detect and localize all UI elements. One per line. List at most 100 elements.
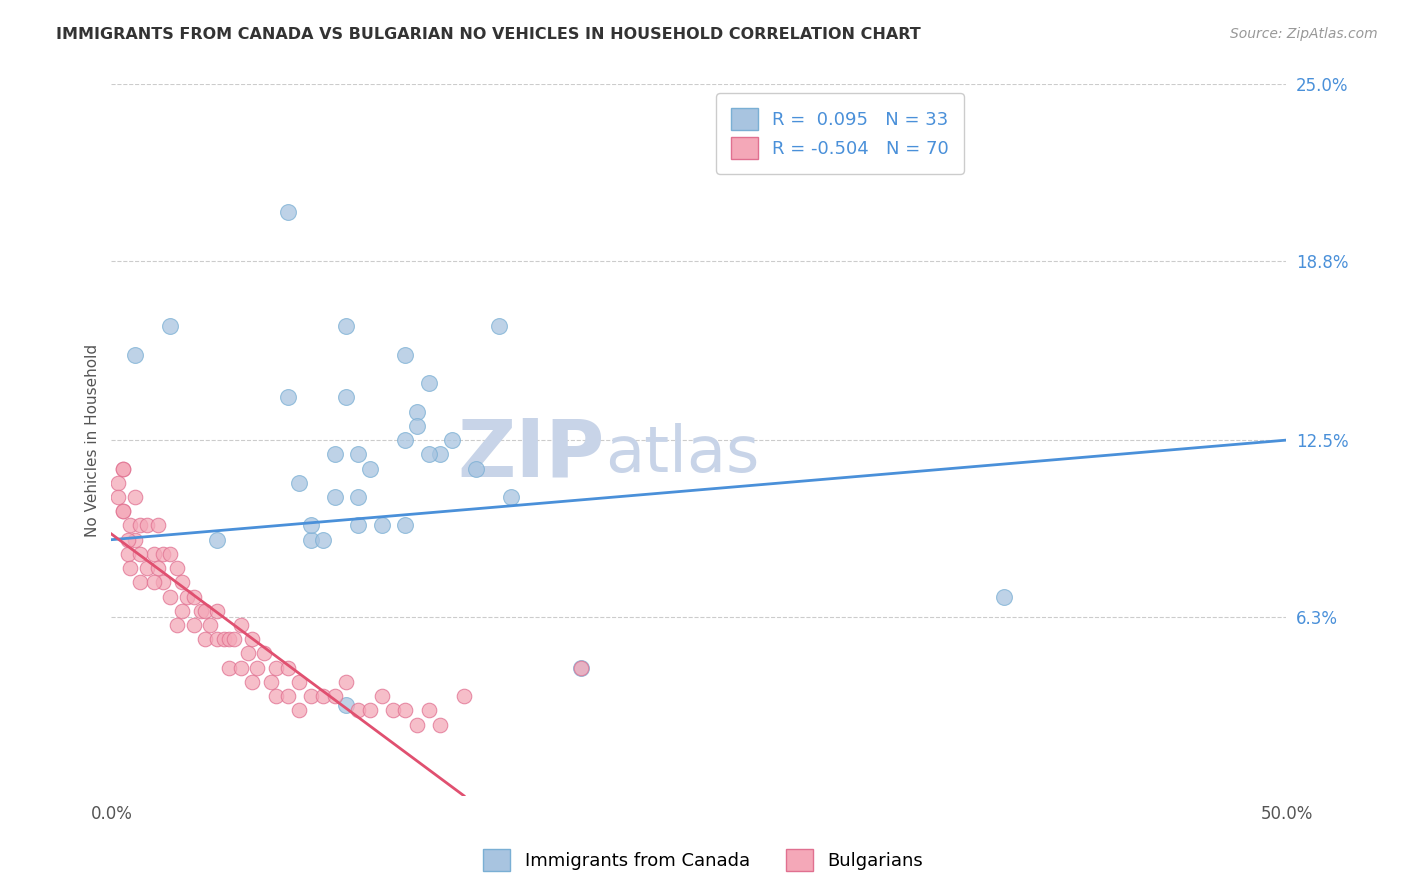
Point	[277, 391, 299, 405]
Text: IMMIGRANTS FROM CANADA VS BULGARIAN NO VEHICLES IN HOUSEHOLD CORRELATION CHART: IMMIGRANTS FROM CANADA VS BULGARIAN NO V…	[56, 27, 921, 42]
Point	[488, 319, 510, 334]
Point	[312, 533, 335, 547]
Point	[359, 461, 381, 475]
Point	[142, 575, 165, 590]
Point	[253, 647, 276, 661]
Point	[117, 547, 139, 561]
Point	[277, 689, 299, 703]
Text: ZIP: ZIP	[458, 416, 605, 493]
Point	[406, 418, 429, 433]
Point	[170, 604, 193, 618]
Point	[418, 703, 440, 717]
Point	[117, 533, 139, 547]
Point	[159, 319, 181, 334]
Point	[335, 319, 357, 334]
Point	[205, 604, 228, 618]
Point	[218, 632, 240, 647]
Point	[359, 703, 381, 717]
Point	[394, 433, 416, 447]
Point	[394, 518, 416, 533]
Point	[288, 475, 311, 490]
Point	[128, 547, 150, 561]
Point	[571, 661, 593, 675]
Point	[335, 675, 357, 690]
Point	[198, 618, 221, 632]
Point	[347, 518, 370, 533]
Point	[370, 518, 392, 533]
Point	[124, 490, 146, 504]
Point	[406, 717, 429, 731]
Point	[571, 661, 593, 675]
Point	[429, 447, 451, 461]
Point	[418, 447, 440, 461]
Point	[406, 404, 429, 418]
Point	[176, 590, 198, 604]
Point	[277, 205, 299, 219]
Point	[394, 348, 416, 362]
Point	[183, 618, 205, 632]
Legend: R =  0.095   N = 33, R = -0.504   N = 70: R = 0.095 N = 33, R = -0.504 N = 70	[717, 94, 963, 174]
Point	[148, 518, 170, 533]
Point	[218, 661, 240, 675]
Point	[159, 590, 181, 604]
Point	[107, 490, 129, 504]
Point	[382, 703, 405, 717]
Point	[112, 504, 135, 518]
Point	[205, 533, 228, 547]
Point	[124, 348, 146, 362]
Point	[277, 661, 299, 675]
Point	[242, 632, 264, 647]
Point	[229, 661, 252, 675]
Point	[260, 675, 283, 690]
Point	[347, 447, 370, 461]
Point	[190, 604, 212, 618]
Point	[112, 461, 135, 475]
Point	[464, 461, 486, 475]
Point	[120, 561, 142, 575]
Point	[323, 490, 346, 504]
Point	[229, 618, 252, 632]
Point	[194, 632, 217, 647]
Point	[288, 703, 311, 717]
Point	[242, 675, 264, 690]
Point	[152, 575, 174, 590]
Point	[264, 661, 287, 675]
Point	[236, 647, 259, 661]
Point	[335, 391, 357, 405]
Text: Source: ZipAtlas.com: Source: ZipAtlas.com	[1230, 27, 1378, 41]
Point	[335, 698, 357, 712]
Y-axis label: No Vehicles in Household: No Vehicles in Household	[86, 343, 100, 537]
Point	[993, 590, 1015, 604]
Point	[166, 561, 188, 575]
Point	[142, 547, 165, 561]
Point	[323, 689, 346, 703]
Point	[148, 561, 170, 575]
Point	[166, 618, 188, 632]
Point	[418, 376, 440, 391]
Point	[152, 547, 174, 561]
Point	[212, 632, 235, 647]
Point	[499, 490, 522, 504]
Point	[246, 661, 269, 675]
Point	[299, 518, 322, 533]
Point	[441, 433, 464, 447]
Point	[112, 461, 135, 475]
Point	[135, 561, 157, 575]
Point	[205, 632, 228, 647]
Point	[135, 518, 157, 533]
Point	[159, 547, 181, 561]
Point	[124, 533, 146, 547]
Point	[183, 590, 205, 604]
Point	[194, 604, 217, 618]
Point	[453, 689, 475, 703]
Point	[170, 575, 193, 590]
Point	[128, 575, 150, 590]
Point	[299, 689, 322, 703]
Point	[264, 689, 287, 703]
Point	[323, 447, 346, 461]
Point	[394, 703, 416, 717]
Point	[312, 689, 335, 703]
Point	[429, 717, 451, 731]
Point	[112, 504, 135, 518]
Point	[299, 533, 322, 547]
